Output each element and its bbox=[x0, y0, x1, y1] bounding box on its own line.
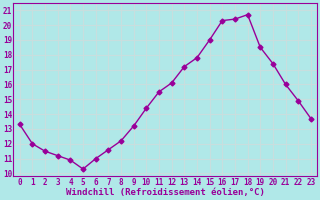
X-axis label: Windchill (Refroidissement éolien,°C): Windchill (Refroidissement éolien,°C) bbox=[66, 188, 265, 197]
